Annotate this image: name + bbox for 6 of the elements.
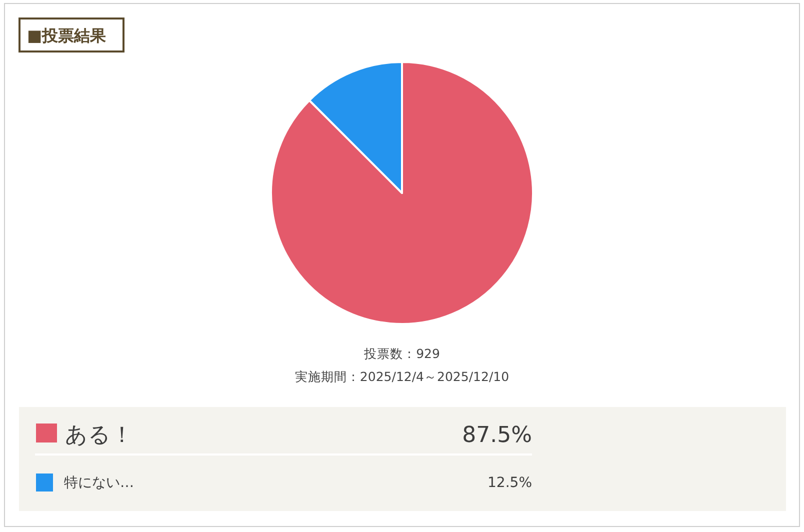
chart-title: ■投票結果 bbox=[27, 26, 108, 45]
legend-label: 特にない… bbox=[64, 475, 134, 492]
legend-label: ある！ bbox=[65, 422, 133, 448]
data-label: 12.5% bbox=[488, 475, 532, 492]
data-label: 87.5% bbox=[462, 422, 532, 448]
title: ■投票結果 bbox=[18, 18, 124, 52]
